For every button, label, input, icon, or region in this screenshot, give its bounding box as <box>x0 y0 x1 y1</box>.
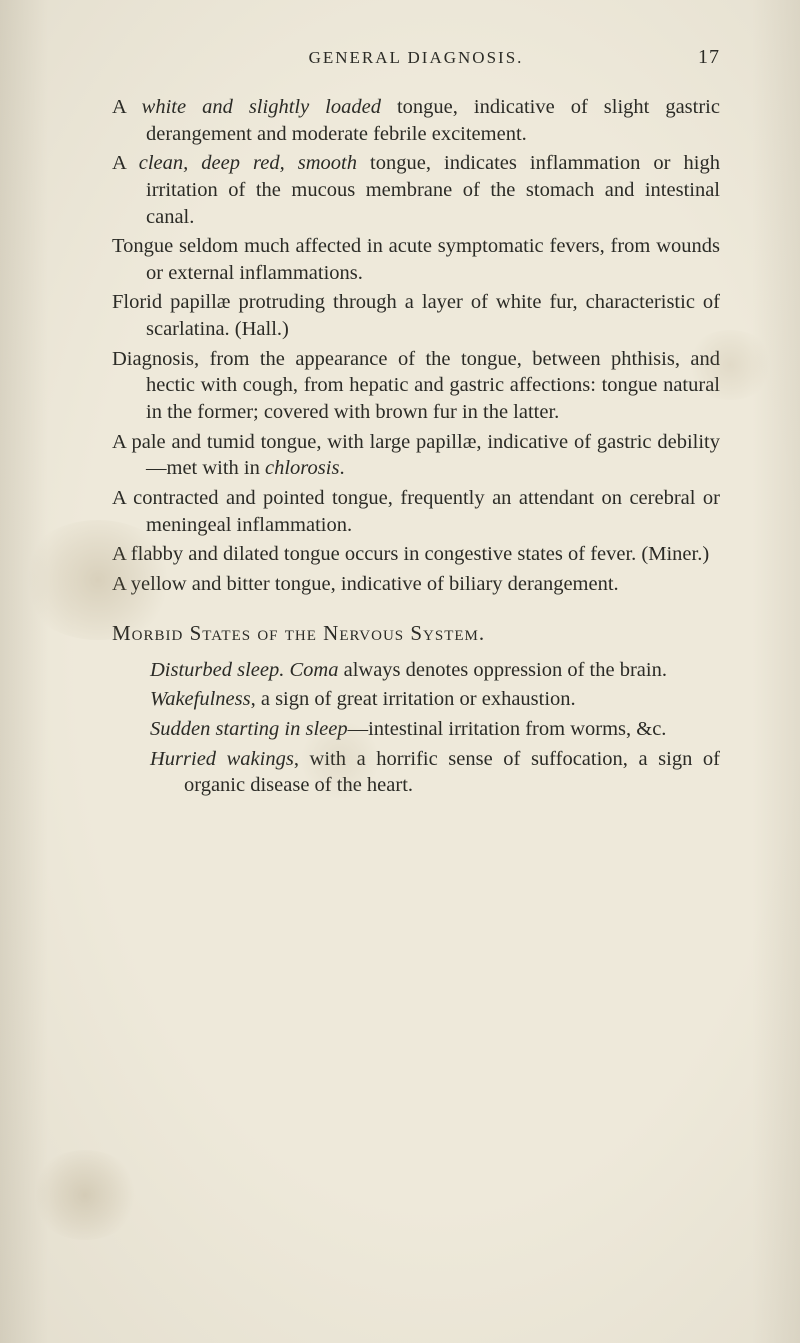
italic-run: Sudden starting in sleep <box>150 718 348 740</box>
paragraph: A clean, deep red, smooth tongue, indica… <box>112 150 720 230</box>
text-run: Diagnosis, from the appearance of the to… <box>112 348 720 423</box>
italic-run: white and slightly loaded <box>142 96 381 118</box>
text-run: A flabby and dilated tongue occurs in co… <box>112 543 709 565</box>
paragraph: Florid papillæ protruding through a laye… <box>112 289 720 342</box>
page-number: 17 <box>698 46 720 69</box>
body-text: A white and slightly loaded tongue, indi… <box>112 94 720 799</box>
text-run: A contracted and pointed tongue, frequen… <box>112 487 720 536</box>
paragraph: Sudden starting in sleep—intestinal irri… <box>150 716 720 743</box>
paragraph: A contracted and pointed tongue, frequen… <box>112 485 720 538</box>
italic-run: Disturbed sleep. Coma <box>150 659 338 681</box>
italic-run: Wakefulness <box>150 688 251 710</box>
text-run: —intestinal irritation from worms, &c. <box>348 718 667 740</box>
paragraph: Wakefulness, a sign of great irritation … <box>150 686 720 713</box>
section-heading: Morbid States of the Nervous System. <box>112 620 720 647</box>
text-run: . <box>339 457 344 479</box>
italic-run: clean, deep red, smooth <box>139 152 357 174</box>
italic-run: chlorosis <box>265 457 339 479</box>
text-run: A <box>112 152 139 174</box>
running-head-title: GENERAL DIAGNOSIS. <box>309 48 524 67</box>
paragraph: A white and slightly loaded tongue, indi… <box>112 94 720 147</box>
paragraph: A yellow and bitter tongue, indicative o… <box>112 571 720 598</box>
paragraph: Hurried wakings, with a horrific sense o… <box>150 746 720 799</box>
paragraph: Tongue seldom much affected in acute sym… <box>112 233 720 286</box>
section-heading-text: Morbid States of the Nervous System. <box>112 621 485 645</box>
sub-section-block: Disturbed sleep. Coma always denotes opp… <box>112 657 720 799</box>
page-foxing-stain <box>30 1150 140 1240</box>
paragraph: A flabby and dilated tongue occurs in co… <box>112 541 720 568</box>
text-run: A yellow and bitter tongue, indicative o… <box>112 573 619 595</box>
text-run: , a sign of great irritation or exhausti… <box>251 688 576 710</box>
scanned-book-page: GENERAL DIAGNOSIS. 17 A white and slight… <box>0 0 800 1343</box>
running-head: GENERAL DIAGNOSIS. 17 <box>112 48 720 68</box>
paragraph: A pale and tumid tongue, with large papi… <box>112 429 720 482</box>
italic-run: Hurried wakings <box>150 748 294 770</box>
paragraph: Disturbed sleep. Coma always denotes opp… <box>150 657 720 684</box>
text-run: always denotes oppression of the brain. <box>338 659 667 681</box>
text-run: Tongue seldom much affected in acute sym… <box>112 235 720 284</box>
paragraph: Diagnosis, from the appearance of the to… <box>112 346 720 426</box>
text-run: A pale and tumid tongue, with large papi… <box>112 431 720 480</box>
text-run: A <box>112 96 142 118</box>
text-run: Florid papillæ protruding through a laye… <box>112 291 720 340</box>
